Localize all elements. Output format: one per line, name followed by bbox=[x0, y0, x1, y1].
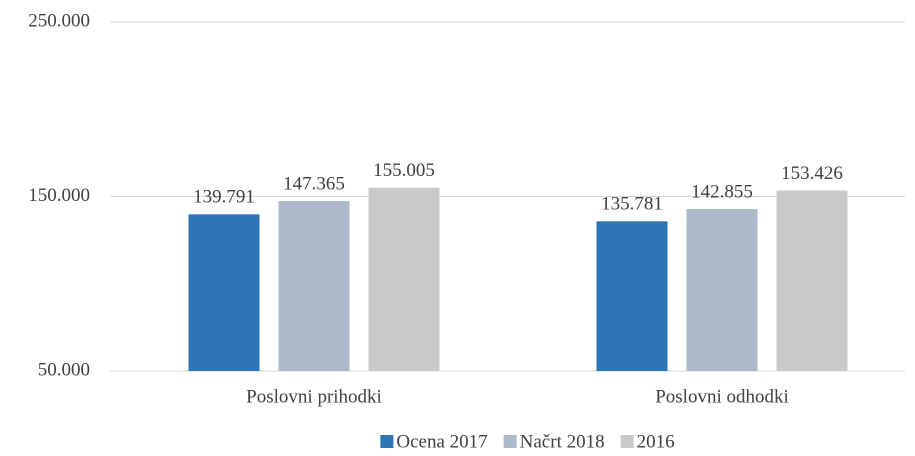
x-tick-label: Poslovni odhodki bbox=[655, 386, 789, 407]
bar bbox=[368, 187, 440, 371]
bar bbox=[686, 208, 758, 371]
legend-label: Ocena 2017 bbox=[396, 431, 487, 452]
value-label: 147.365 bbox=[283, 173, 345, 194]
value-label: 142.855 bbox=[691, 181, 753, 202]
bar bbox=[278, 201, 350, 371]
value-label: 135.781 bbox=[601, 194, 663, 215]
y-tick-label: 250.000 bbox=[28, 10, 90, 31]
legend-swatch bbox=[503, 435, 517, 448]
bar bbox=[776, 190, 848, 371]
value-label: 139.791 bbox=[193, 187, 255, 208]
legend-swatch bbox=[620, 435, 634, 448]
bar bbox=[596, 221, 668, 371]
x-tick-label: Poslovni prihodki bbox=[246, 386, 382, 407]
bar bbox=[188, 214, 260, 371]
y-tick-label: 50.000 bbox=[38, 359, 90, 380]
value-label: 155.005 bbox=[373, 160, 435, 181]
legend-swatch bbox=[380, 435, 394, 448]
legend-label: Načrt 2018 bbox=[520, 431, 605, 452]
legend-label: 2016 bbox=[637, 431, 675, 452]
y-tick-label: 150.000 bbox=[28, 185, 90, 206]
value-label: 153.426 bbox=[781, 163, 843, 184]
